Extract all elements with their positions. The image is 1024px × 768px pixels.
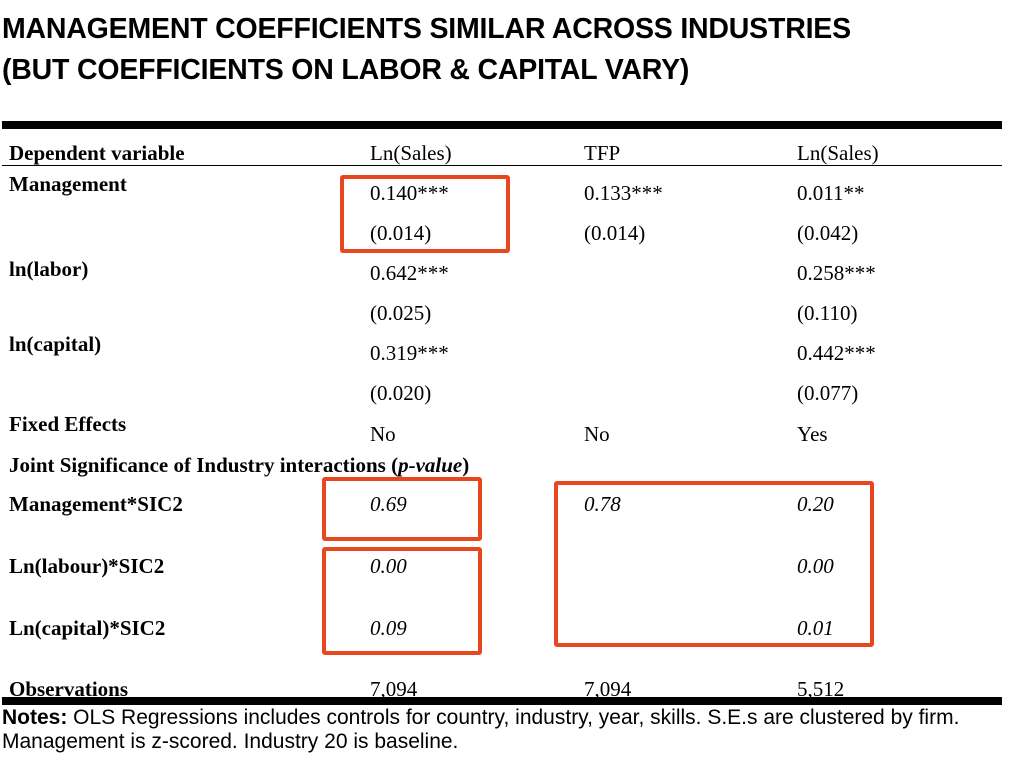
row-label-labor: ln(labor): [9, 257, 89, 281]
management-col-2-coef: 0.133***: [584, 181, 663, 205]
fixed-effects-col-3: Yes: [797, 422, 828, 446]
management-sic2-col-1: 0.69: [370, 492, 407, 516]
row-label-fixed-effects: Fixed Effects: [9, 412, 127, 436]
observations-col-2: 7,094: [584, 677, 632, 701]
notes: Notes: OLS Regressions includes controls…: [2, 706, 1012, 754]
header-col-2: TFP: [584, 141, 621, 165]
labor-col-3-coef: 0.258***: [797, 261, 876, 285]
capital-col-3-coef: 0.442***: [797, 341, 876, 365]
management-col-3-coef: 0.011**: [797, 181, 865, 205]
capital-sic2-col-1: 0.09: [370, 616, 407, 640]
highlight-box-labour-capital-sic2: [322, 547, 482, 655]
capital-col-1-coef: 0.319***: [370, 341, 449, 365]
highlight-box-tfp-and-fe-columns: [554, 481, 874, 647]
notes-label: Notes:: [2, 706, 68, 729]
row-label-management: Management: [9, 172, 127, 196]
joint-significance-heading: Joint Significance of Industry interacti…: [9, 452, 469, 478]
labour-sic2-col-1: 0.00: [370, 554, 407, 578]
joint-significance-suffix: ): [462, 453, 470, 477]
fixed-effects-col-1: No: [370, 422, 396, 446]
labour-sic2-col-3: 0.00: [797, 554, 834, 578]
row-label-observations: Observations: [9, 677, 129, 701]
capital-col-1-se: (0.020): [370, 381, 432, 405]
slide-title-line-2: (BUT COEFFICIENTS ON LABOR & CAPITAL VAR…: [2, 54, 690, 86]
highlight-box-management-sic2: [322, 477, 482, 541]
header-rule: [2, 165, 1002, 166]
header-col-3: Ln(Sales): [797, 141, 879, 165]
management-col-2-se: (0.014): [584, 221, 646, 245]
management-sic2-col-2: 0.78: [584, 492, 621, 516]
highlight-box-management-col-1: [340, 175, 510, 253]
table-bottom-rule: [2, 697, 1002, 705]
labor-col-3-se: (0.110): [797, 301, 858, 325]
row-label-capital-sic2: Ln(capital)*SIC2: [9, 616, 166, 640]
slide-title-line-1: MANAGEMENT COEFFICIENTS SIMILAR ACROSS I…: [2, 13, 851, 45]
header-col-1: Ln(Sales): [370, 141, 452, 165]
management-sic2-col-3: 0.20: [797, 492, 834, 516]
fixed-effects-col-2: No: [584, 422, 610, 446]
joint-significance-p-value: p-value: [398, 453, 463, 477]
joint-significance-prefix: Joint Significance of Industry interacti…: [9, 453, 399, 477]
notes-text: OLS Regressions includes controls for co…: [2, 706, 960, 753]
observations-col-1: 7,094: [370, 677, 418, 701]
management-col-1-coef: 0.140***: [370, 181, 449, 205]
table-top-rule: [2, 121, 1002, 129]
capital-col-3-se: (0.077): [797, 381, 859, 405]
management-col-1-se: (0.014): [370, 221, 432, 245]
labor-col-1-coef: 0.642***: [370, 261, 449, 285]
labor-col-1-se: (0.025): [370, 301, 432, 325]
capital-sic2-col-3: 0.01: [797, 616, 834, 640]
management-col-3-se: (0.042): [797, 221, 859, 245]
row-label-capital: ln(capital): [9, 332, 102, 356]
header-dependent-variable: Dependent variable: [9, 141, 185, 165]
observations-col-3: 5,512: [797, 677, 845, 701]
row-label-management-sic2: Management*SIC2: [9, 492, 183, 516]
row-label-labour-sic2: Ln(labour)*SIC2: [9, 554, 165, 578]
